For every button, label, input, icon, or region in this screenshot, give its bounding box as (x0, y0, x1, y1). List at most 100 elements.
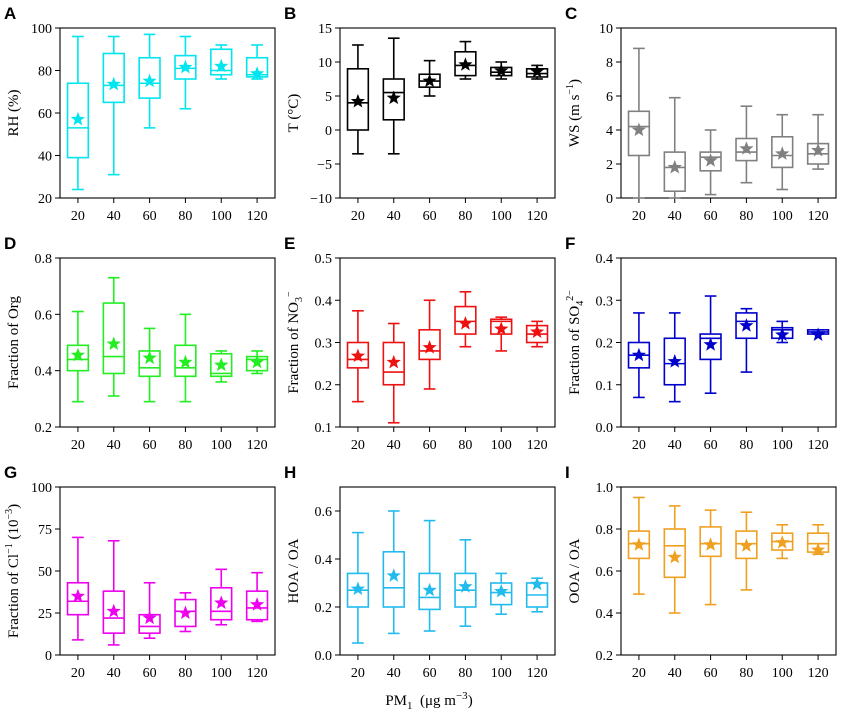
box-40 (663, 312, 686, 403)
mean-star (422, 340, 437, 354)
x-tick-label: 80 (458, 666, 472, 681)
iqr-box (663, 528, 686, 579)
y-tick-label: 8 (606, 56, 613, 71)
x-tick-label: 120 (808, 438, 829, 453)
iqr-box (699, 333, 722, 361)
y-tick-label: 0.0 (596, 421, 614, 436)
y-tick-label: 0.0 (315, 649, 333, 664)
panel-letter: G (4, 463, 17, 482)
mean-star (350, 581, 365, 596)
mean-star (70, 588, 85, 603)
y-tick-label: 10 (599, 22, 613, 37)
mean-star (667, 549, 682, 564)
iqr-box (346, 341, 370, 369)
iqr-box (490, 318, 513, 335)
mean-star (106, 76, 121, 91)
axes-frame (620, 27, 837, 199)
panel-letter: E (284, 234, 295, 253)
box-100 (490, 572, 513, 616)
y-axis-label: HOA / OA (286, 538, 302, 603)
box-120 (806, 523, 830, 557)
axes-frame (339, 257, 556, 428)
panel-i: 0.2 0.4 0.6 0.8 1.0 20 40 60 80 100 120 I OOA / OA (565, 463, 837, 681)
box-40 (382, 510, 405, 635)
iqr-box (210, 352, 233, 378)
iqr-box (663, 151, 686, 193)
y-tick-label: 100 (31, 481, 52, 496)
x-tick-label: 100 (772, 209, 793, 224)
iqr-box (490, 582, 513, 606)
mean-star (214, 58, 229, 73)
iqr-box (174, 54, 197, 80)
mean-star (422, 73, 437, 88)
x-tick-label: 60 (704, 438, 718, 453)
box-100 (210, 350, 233, 383)
panel-letter: H (284, 463, 296, 482)
mean-star (530, 576, 545, 591)
y-tick-label: 0.1 (596, 379, 614, 394)
iqr-box (699, 151, 722, 172)
mean-star (530, 324, 545, 338)
x-tick-label: 100 (491, 666, 512, 681)
x-tick-label: 100 (772, 666, 793, 681)
mean-star (703, 537, 718, 551)
box-40 (102, 539, 125, 646)
x-tick-label: 120 (247, 209, 268, 224)
x-tick-label: 60 (423, 666, 437, 681)
box-80 (454, 538, 477, 628)
iqr-box (382, 550, 405, 608)
mean-star (631, 122, 646, 137)
box-20 (346, 44, 370, 155)
iqr-box (66, 581, 90, 616)
mean-star (811, 542, 826, 557)
mean-star (775, 327, 790, 341)
box-40 (382, 37, 405, 155)
y-tick-label: 0.4 (35, 365, 53, 380)
y-axis-label: WS (m s−1) (565, 79, 583, 147)
iqr-box (382, 341, 405, 386)
mean-star (142, 73, 157, 88)
x-tick-label: 60 (704, 209, 718, 224)
y-axis-label: Fraction of SO42− (565, 290, 586, 395)
box-100 (210, 44, 233, 80)
mean-star (70, 347, 85, 362)
box-100 (771, 113, 794, 191)
mean-star (667, 354, 682, 368)
mean-star (703, 153, 718, 167)
mean-star (631, 537, 646, 551)
mean-star (214, 357, 229, 372)
panel-d: 0.2 0.4 0.6 0.8 20 40 60 80 100 120 D Fraction of O… (4, 234, 276, 453)
box-40 (102, 276, 125, 397)
iqr-box (382, 78, 405, 121)
box-120 (525, 320, 549, 348)
y-tick-label: 0.1 (315, 421, 333, 436)
iqr-box (663, 337, 686, 386)
iqr-box (66, 344, 90, 372)
y-tick-label: −5 (317, 158, 332, 173)
box-60 (138, 581, 161, 640)
y-tick-label: 6 (606, 90, 613, 105)
y-tick-label: 20 (38, 192, 52, 207)
box-100 (771, 523, 794, 560)
box-20 (346, 531, 370, 644)
y-tick-label: 0.4 (596, 607, 614, 622)
box-120 (806, 327, 830, 341)
box-60 (418, 299, 441, 390)
y-tick-label: 15 (318, 22, 332, 37)
y-axis-label: Fraction of NO3− (284, 291, 305, 394)
mean-star (811, 327, 826, 341)
mean-star (178, 59, 193, 74)
x-tick-label: 120 (247, 666, 268, 681)
x-tick-label: 40 (668, 209, 682, 224)
x-tick-label: 20 (351, 209, 365, 224)
mean-star (386, 90, 401, 105)
y-tick-label: 0.3 (315, 337, 333, 352)
box-100 (490, 61, 513, 80)
mean-star (494, 63, 509, 77)
x-tick-label: 120 (527, 209, 548, 224)
y-tick-label: 2 (606, 158, 613, 173)
mean-star (142, 350, 157, 365)
y-tick-label: 0.4 (596, 252, 614, 267)
box-60 (138, 327, 161, 403)
